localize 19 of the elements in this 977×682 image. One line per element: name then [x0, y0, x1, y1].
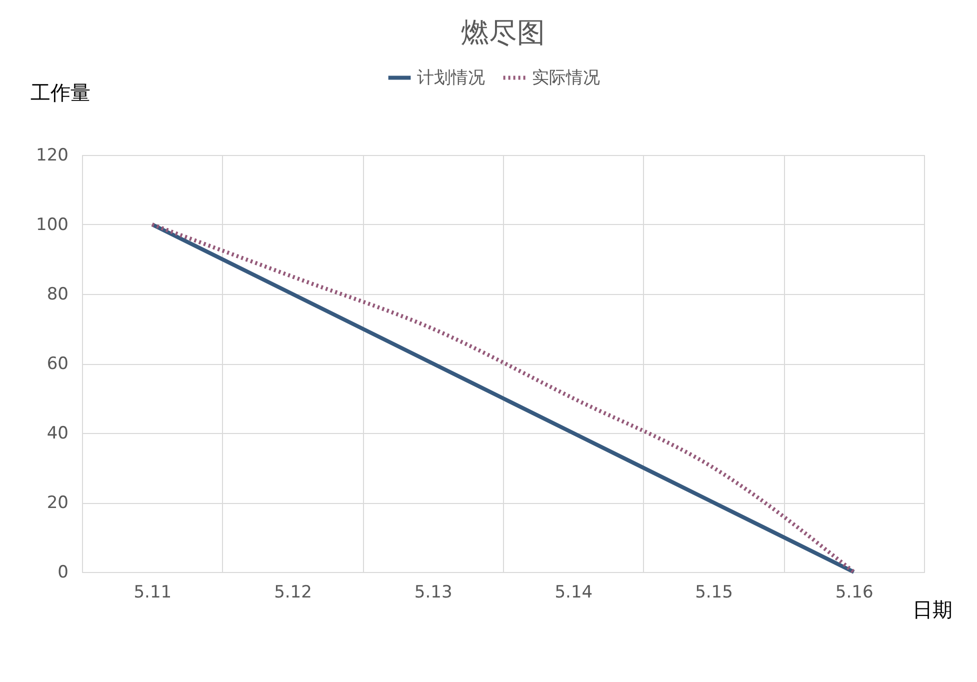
y-tick-label: 20 — [46, 493, 68, 513]
y-tick-label: 40 — [46, 424, 68, 444]
x-tick-label: 5.15 — [695, 582, 733, 602]
y-axis-title: 工作量 — [30, 80, 90, 104]
x-tick-label: 5.12 — [274, 582, 312, 602]
x-tick-label: 5.13 — [414, 582, 452, 602]
y-tick-label: 80 — [46, 284, 68, 304]
y-tick-label: 0 — [58, 562, 68, 582]
x-tick-label: 5.14 — [554, 582, 593, 602]
x-tick-label: 5.11 — [134, 582, 172, 602]
x-axis-title: 日期 — [912, 598, 952, 622]
legend-label: 计划情况 — [417, 68, 485, 88]
y-tick-label: 120 — [36, 146, 68, 166]
y-tick-label: 60 — [46, 354, 68, 374]
chart-title: 燃尽图 — [461, 16, 545, 49]
line-series — [150, 222, 856, 574]
y-tick-label: 100 — [36, 215, 68, 235]
x-tick-label: 5.16 — [835, 582, 874, 602]
legend-label: 实际情况 — [532, 68, 600, 88]
